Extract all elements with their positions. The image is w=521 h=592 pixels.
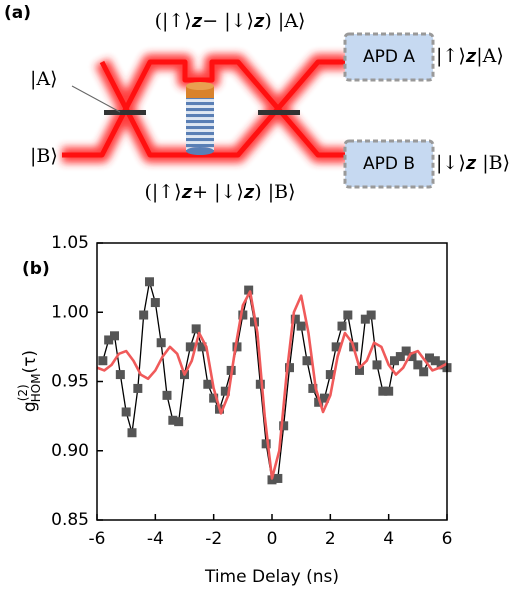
data-point	[203, 379, 213, 389]
y-tick-label: 0.85	[51, 510, 89, 530]
data-point	[115, 370, 125, 380]
x-tick-label: 2	[325, 529, 336, 549]
panel-label: (b)	[22, 259, 50, 279]
output-state: |↓⟩𝒛 |B⟩	[436, 152, 510, 174]
y-label-sup: (2)	[16, 384, 30, 401]
data-point	[302, 356, 312, 366]
data-point	[372, 360, 382, 370]
data-point	[296, 321, 306, 331]
x-tick-label: -4	[147, 529, 164, 549]
data-point	[436, 360, 446, 370]
plot-frame	[96, 242, 448, 521]
data-point	[220, 386, 230, 396]
beams	[62, 54, 348, 163]
beam-splitter	[104, 110, 146, 115]
data-point	[413, 360, 423, 370]
chart: (b) Time Delay (ns) g(2)HOM(τ) 0.85 0.90 0…	[16, 233, 453, 587]
data-point	[355, 365, 364, 375]
data-point	[121, 407, 131, 417]
data-point	[337, 321, 347, 331]
data-point	[267, 475, 277, 485]
micropillar	[186, 82, 214, 155]
data-point	[430, 356, 440, 366]
data-point	[290, 314, 300, 324]
data-point	[145, 277, 154, 287]
data-point	[384, 386, 394, 396]
data-point	[197, 342, 207, 352]
data-point	[390, 356, 399, 366]
pointer	[71, 85, 121, 113]
detector-box	[343, 32, 435, 82]
data-point	[185, 342, 195, 352]
y-label-base: g	[20, 401, 40, 412]
data-point	[156, 338, 166, 348]
output-state: |↑⟩𝒛|A⟩	[436, 45, 504, 67]
diagram: (a) |A⟩ |B⟩ (|↑⟩𝒛− |↓⟩𝒛) |A⟩ (|↑⟩𝒛+ |↓⟩𝒛…	[4, 3, 510, 203]
series-line	[102, 281, 448, 481]
y-tick-label: 0.95	[51, 372, 89, 392]
y-tick-label: 0.90	[51, 441, 89, 461]
x-tick-label: 6	[442, 529, 453, 549]
data-point	[232, 342, 242, 352]
y-tick-label: 1.05	[51, 233, 89, 253]
data-point	[314, 397, 324, 407]
data-point	[174, 417, 184, 427]
data-point	[255, 379, 265, 389]
data-point	[331, 342, 341, 352]
data-point	[320, 393, 329, 403]
x-tick-label: -6	[89, 529, 106, 549]
data-point	[395, 352, 405, 362]
data-point	[325, 370, 335, 380]
detector-label: APD B	[363, 154, 415, 174]
data-point	[360, 314, 370, 324]
series-line	[96, 290, 448, 480]
y-tick-label: 1.00	[51, 302, 89, 322]
data-point	[191, 324, 201, 334]
y-axis-label: g(2)HOM(τ)	[16, 350, 43, 412]
data-point	[133, 383, 143, 393]
x-tick-label: 0	[267, 529, 278, 549]
x-tick-label: 4	[383, 529, 394, 549]
detector-box	[343, 139, 435, 189]
data-point	[308, 383, 318, 393]
data-point	[407, 352, 417, 362]
data-point	[366, 310, 376, 320]
path-label: (|↑⟩𝒛− |↓⟩𝒛) |A⟩	[155, 10, 306, 32]
data-point	[98, 356, 108, 366]
panel-label: (a)	[4, 3, 31, 23]
state-label: |A⟩	[30, 68, 58, 90]
x-axis-label: Time Delay (ns)	[204, 567, 339, 587]
detector-label: APD A	[363, 47, 415, 67]
data-point	[425, 353, 434, 363]
data-point	[209, 393, 219, 403]
data-point	[279, 421, 289, 431]
data-point	[104, 335, 114, 345]
data-point	[244, 285, 254, 295]
data-point	[343, 310, 353, 320]
data-point	[110, 331, 119, 341]
data-point	[378, 386, 388, 396]
y-label-sub: HOM	[29, 373, 43, 402]
x-tick-label: -2	[205, 529, 222, 549]
data-point	[168, 415, 178, 425]
data-point	[419, 367, 429, 377]
data-point	[150, 298, 160, 308]
state-label: |B⟩	[30, 145, 58, 167]
path-label: (|↑⟩𝒛+ |↓⟩𝒛) |B⟩	[144, 181, 295, 203]
data-point	[162, 390, 172, 400]
data-point	[273, 473, 283, 483]
data-point	[127, 428, 137, 438]
data-point	[238, 310, 248, 320]
data-point	[139, 310, 149, 320]
beam-splitter	[258, 110, 300, 115]
y-label-arg: (τ)	[20, 350, 40, 374]
data-point	[261, 439, 271, 449]
data-point	[285, 363, 294, 373]
data-point	[401, 346, 411, 356]
